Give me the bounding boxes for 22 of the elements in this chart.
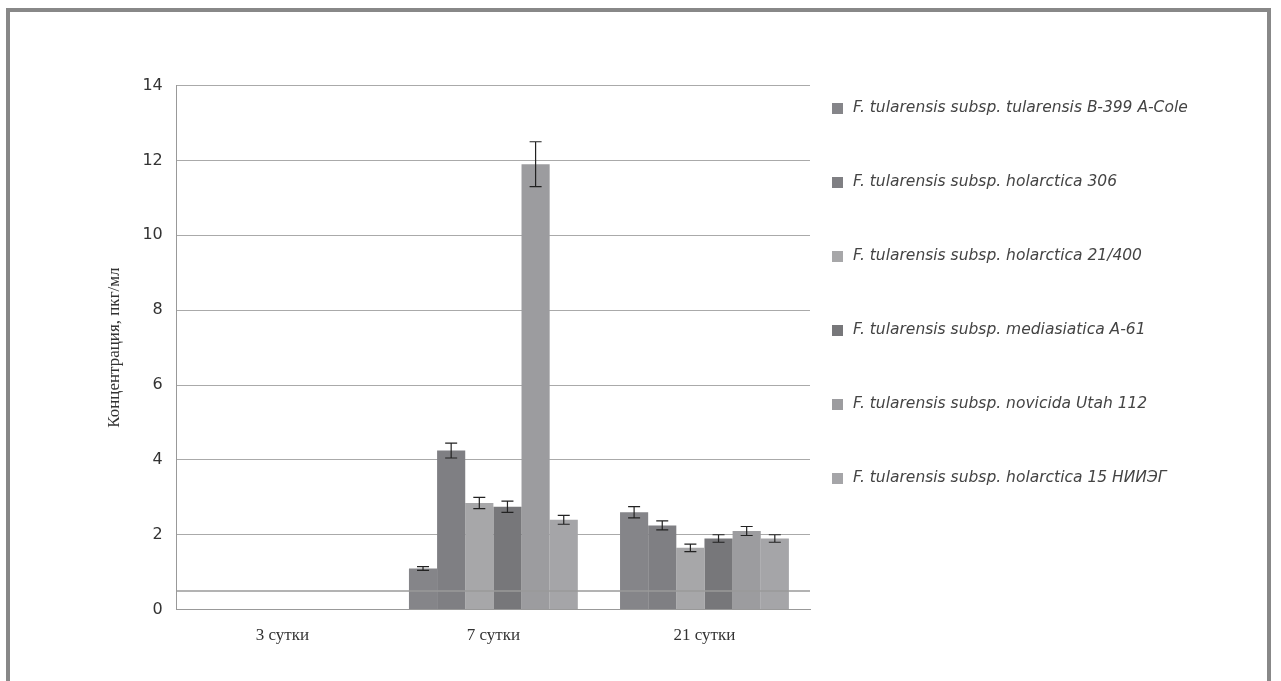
y-tick-label: 2 xyxy=(152,523,163,543)
legend-label: F. tularensis subsp. novicida Utah 112 xyxy=(853,394,1148,412)
x-tick-label: 3 сутки xyxy=(255,625,309,645)
y-axis-title: Концентрация, пкг/мл xyxy=(103,266,123,428)
y-tick-label: 0 xyxy=(152,598,163,618)
x-tick-label: 21 сутки xyxy=(673,625,736,645)
legend-label: F. tularensis subsp. holarctica 15 НИИЭГ xyxy=(853,468,1167,486)
bar xyxy=(493,506,522,610)
bar xyxy=(676,547,705,610)
legend-label: F. tularensis subsp. tularensis B-399 A-Cole xyxy=(853,98,1188,116)
y-tick-label: 4 xyxy=(152,449,163,469)
x-tick-label: 7 сутки xyxy=(466,625,521,645)
y-tick-label: 10 xyxy=(142,224,163,244)
legend-label: F. tularensis subsp. mediasiatica A-61 xyxy=(853,320,1146,338)
bar xyxy=(704,538,733,610)
y-tick-label: 14 xyxy=(142,74,163,94)
y-tick-label: 8 xyxy=(152,299,163,319)
legend-label: F. tularensis subsp. holarctica 306 xyxy=(853,172,1118,190)
y-tick-label: 12 xyxy=(142,149,163,169)
bar xyxy=(465,502,494,610)
legend-label: F. tularensis subsp. holarctica 21/400 xyxy=(853,246,1142,264)
y-tick-label: 6 xyxy=(152,374,163,394)
